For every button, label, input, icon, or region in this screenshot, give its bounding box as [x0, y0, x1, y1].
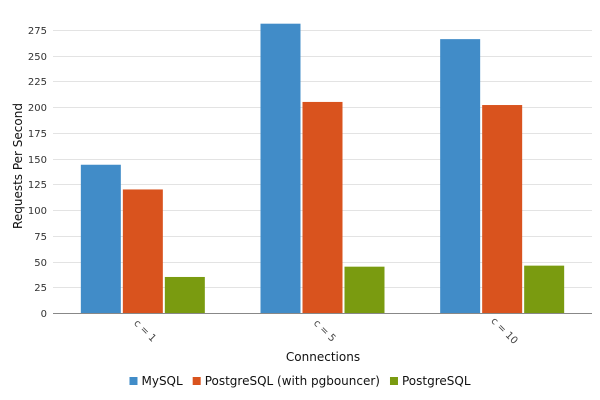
bar-mysql-0[interactable] — [80, 164, 121, 313]
legend-swatch — [389, 377, 398, 385]
legend: MySQL PostgreSQL (with pgbouncer) PostgreS… — [129, 374, 471, 388]
x-category-label: c = 5 — [311, 318, 338, 345]
y-tick-label: 150 — [28, 155, 47, 166]
legend-swatch — [129, 377, 138, 385]
x-category-labels: c = 1 c = 5 c = 10 — [131, 316, 519, 347]
legend-swatch — [192, 377, 201, 385]
bar-postgresql-2[interactable] — [524, 265, 565, 313]
bar-postgresql-with-pgbouncer-1[interactable] — [302, 101, 343, 313]
y-tick-label: 175 — [28, 129, 47, 140]
y-tick-label: 100 — [28, 206, 47, 217]
x-category-label: c = 10 — [488, 316, 519, 347]
y-tick-label: 225 — [28, 77, 47, 88]
bar-postgresql-0[interactable] — [164, 276, 205, 313]
bar-mysql-1[interactable] — [260, 23, 301, 314]
bar-postgresql-with-pgbouncer-0[interactable] — [122, 189, 163, 313]
y-tick-label: 25 — [34, 283, 47, 294]
y-tick-label: 250 — [28, 52, 47, 63]
bar-mysql-2[interactable] — [440, 39, 481, 313]
y-tick-label: 50 — [34, 258, 47, 269]
legend-label[interactable]: PostgreSQL (with pgbouncer) — [205, 374, 380, 388]
bars — [80, 23, 565, 314]
x-category-label: c = 1 — [131, 318, 158, 345]
y-axis-title: Requests Per Second — [11, 103, 25, 229]
legend-label[interactable]: MySQL — [141, 374, 183, 388]
x-axis-title: Connections — [286, 350, 360, 364]
y-tick-label: 275 — [28, 26, 47, 37]
bar-postgresql-1[interactable] — [344, 266, 385, 313]
y-tick-label: 125 — [28, 180, 47, 191]
legend-label[interactable]: PostgreSQL — [402, 374, 471, 388]
y-tick-label: 200 — [28, 103, 47, 114]
y-tick-label: 75 — [34, 232, 47, 243]
y-tick-label: 0 — [41, 309, 47, 320]
bar-postgresql-with-pgbouncer-2[interactable] — [482, 105, 523, 313]
y-tick-labels: 0 25 50 75 100 125 150 175 200 225 250 275 — [28, 26, 47, 320]
